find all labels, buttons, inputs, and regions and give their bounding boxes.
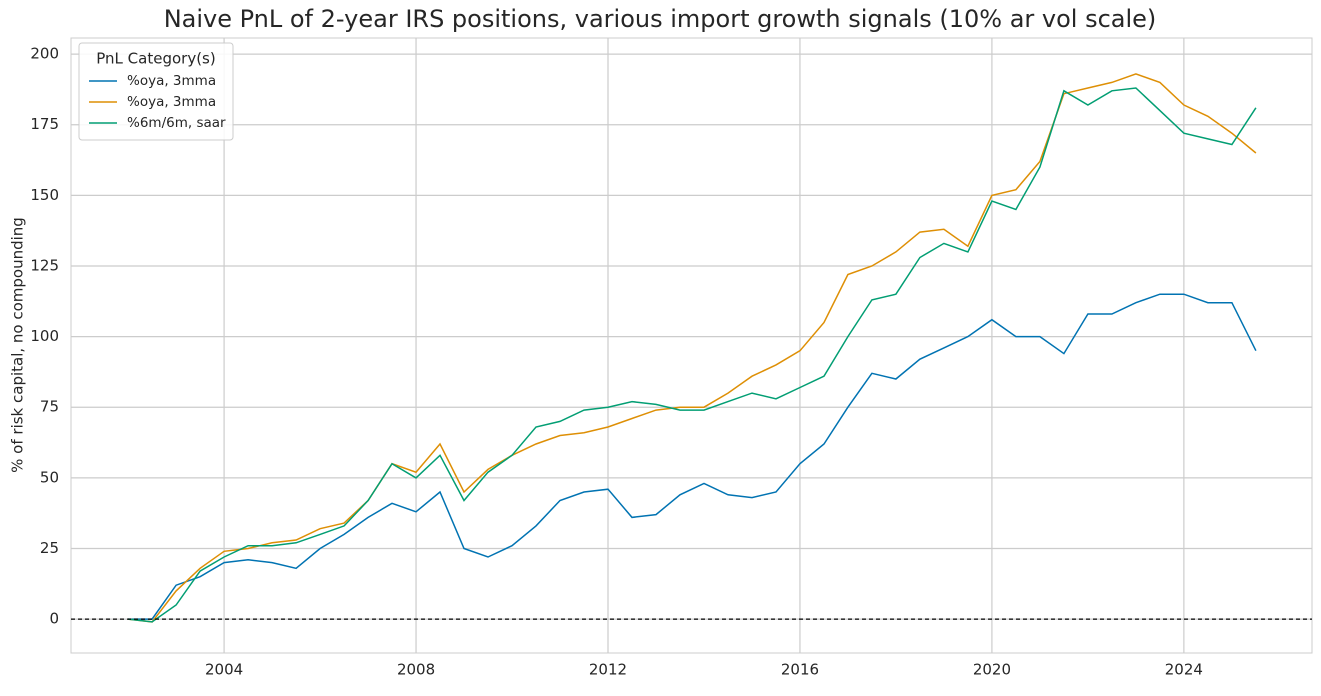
y-tick-label: 50 [40, 468, 59, 486]
plot-area [70, 37, 1313, 654]
y-tick-label: 150 [30, 186, 59, 204]
y-tick-label: 75 [40, 398, 59, 416]
y-axis-label: % of risk capital, no compounding [9, 217, 27, 473]
x-tick-label: 2016 [781, 661, 819, 679]
legend-label: %6m/6m, saar [127, 115, 226, 131]
x-tick-label: 2020 [973, 661, 1011, 679]
y-tick-label: 175 [30, 115, 59, 133]
y-tick-label: 200 [30, 45, 59, 63]
x-tick-label: 2008 [397, 661, 435, 679]
x-tick-label: 2004 [205, 661, 243, 679]
chart-title: Naive PnL of 2-year IRS positions, vario… [164, 5, 1157, 33]
legend-label: %oya, 3mma [127, 73, 216, 89]
legend-title: PnL Category(s) [96, 50, 215, 68]
y-tick-label: 0 [49, 610, 59, 628]
y-tick-label: 100 [30, 327, 59, 345]
legend-label: %oya, 3mma [127, 94, 216, 110]
legend-box [78, 42, 234, 141]
series-line [128, 293, 1257, 620]
y-tick-label: 25 [40, 539, 59, 557]
series-line [128, 87, 1257, 623]
x-tick-label: 2012 [589, 661, 627, 679]
x-tick-label: 2024 [1165, 661, 1203, 679]
y-tick-label: 125 [30, 256, 59, 274]
